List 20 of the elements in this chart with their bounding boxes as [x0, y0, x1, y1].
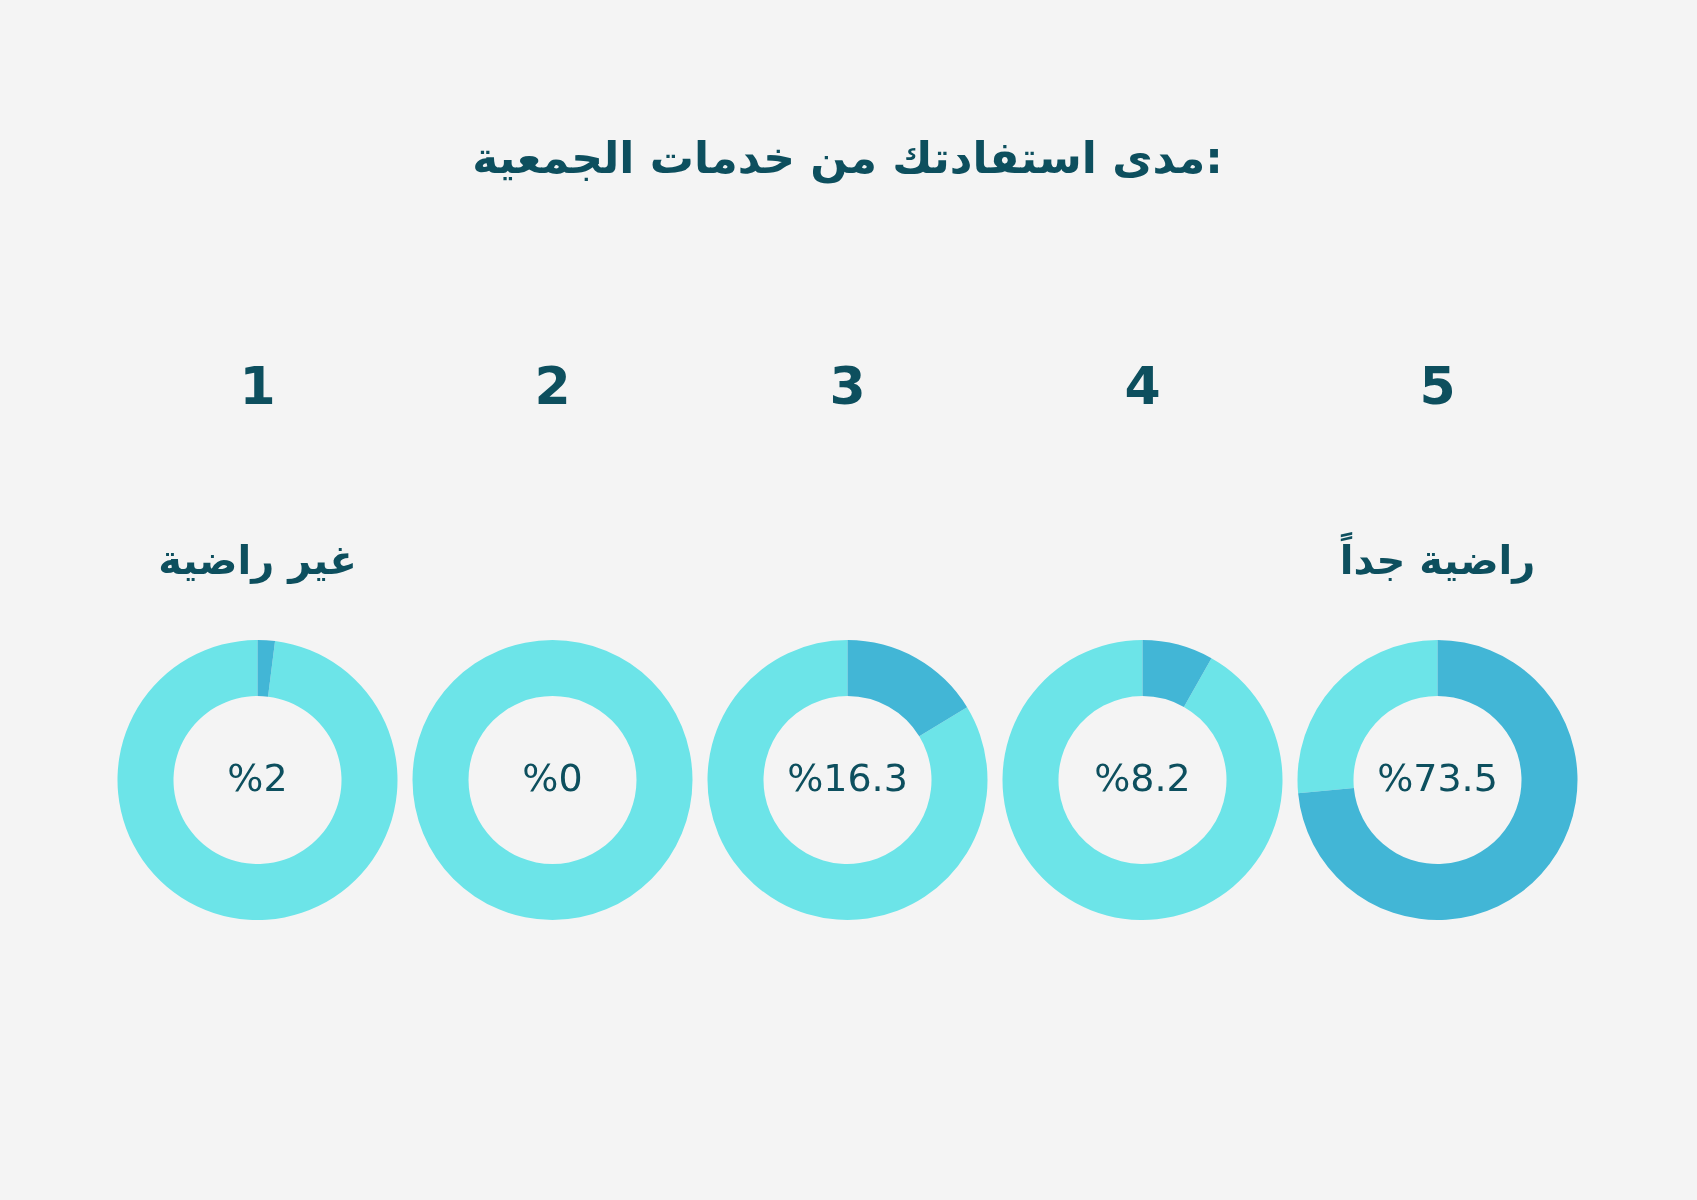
chart-subtitle: راضية جداً [1339, 531, 1536, 584]
data-label: %2 [227, 756, 288, 800]
donut-slice [257, 640, 276, 697]
donut-slice [707, 640, 988, 920]
donut-slice [1142, 640, 1212, 707]
donut-slice [847, 640, 968, 737]
donut-slice [1002, 640, 1283, 920]
data-label: %73.5 [1377, 756, 1498, 800]
chart-subtitle: غير راضية [158, 537, 357, 584]
donut-slice [117, 640, 398, 920]
chart-title: 5 [1419, 356, 1456, 416]
chart-title: 1 [239, 356, 276, 416]
data-label: %8.2 [1094, 756, 1191, 800]
chart-title: 2 [534, 356, 571, 416]
data-label: %16.3 [787, 756, 908, 800]
chart-title: 3 [829, 356, 866, 416]
chart-title: 4 [1124, 356, 1161, 416]
text: %0 [522, 756, 583, 800]
text: مدى استفادتك من خدمات الجمعية: [472, 132, 1223, 184]
donut-slice [1298, 640, 1578, 920]
